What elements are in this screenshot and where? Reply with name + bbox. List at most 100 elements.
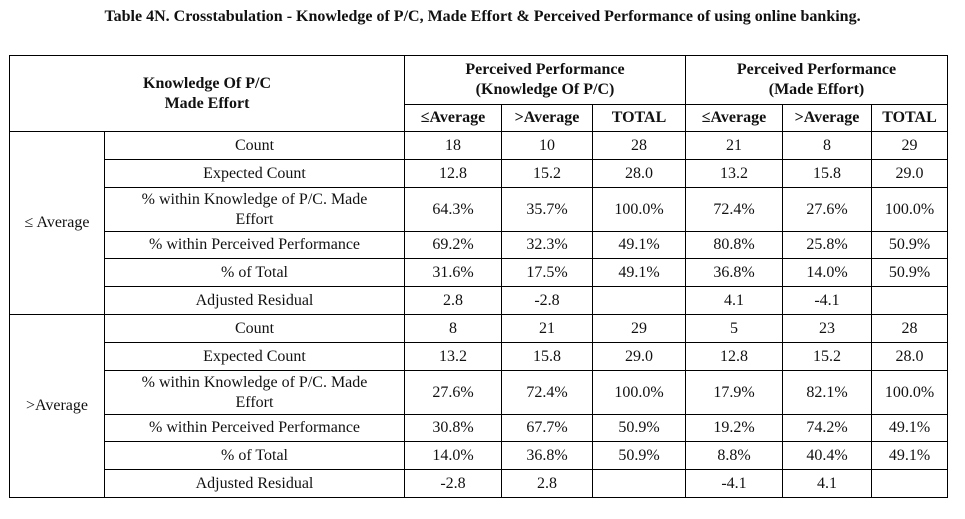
table-cell: 12.8 bbox=[404, 159, 502, 188]
table-cell: 27.6% bbox=[404, 370, 502, 415]
corner-header-line: Made Effort bbox=[164, 94, 250, 112]
table-cell: 13.2 bbox=[685, 159, 783, 188]
table-cell: 74.2% bbox=[782, 414, 872, 442]
table-cell: 36.8% bbox=[685, 258, 783, 287]
row-label-line: Count bbox=[234, 136, 275, 154]
table-cell: 80.8% bbox=[685, 231, 783, 259]
table-row: >Average Count 8 21 29 5 23 28 bbox=[9, 314, 948, 498]
table-cell: 29.0 bbox=[592, 342, 686, 371]
table-cell: 28 bbox=[592, 131, 686, 160]
table-row: % within Knowledge of P/C. Made Effort 64.… bbox=[10, 187, 948, 232]
table-cell: 15.2 bbox=[782, 342, 872, 371]
column-header: >Average bbox=[782, 104, 872, 132]
table-cell: 15.8 bbox=[782, 159, 872, 188]
table-cell: -2.8 bbox=[404, 469, 502, 498]
table-cell: 21 bbox=[501, 314, 593, 343]
table-cell: 72.4% bbox=[685, 187, 783, 232]
table-cell: 18 bbox=[404, 131, 502, 160]
table-cell: 36.8% bbox=[501, 441, 593, 470]
table-cell: 17.5% bbox=[501, 258, 593, 287]
row-label-line: Effort bbox=[235, 210, 274, 228]
table-cell: -2.8 bbox=[501, 286, 593, 315]
table-cell: 49.1% bbox=[592, 258, 686, 287]
row-label: % within Knowledge of P/C. Made Effort bbox=[104, 187, 405, 232]
table-cell: 8 bbox=[404, 314, 502, 343]
table-cell: 28.0 bbox=[871, 342, 948, 371]
table-cell: 4.1 bbox=[782, 469, 872, 498]
row-label: Expected Count bbox=[104, 159, 405, 188]
table-caption: Table 4N. Crosstabulation - Knowledge of… bbox=[104, 8, 861, 25]
header-row-groups: Knowledge Of P/C Made Effort Perceived P… bbox=[9, 55, 948, 132]
table-row: ≤ Average Count 18 10 28 21 8 29 bbox=[9, 131, 948, 315]
table-cell: 69.2% bbox=[404, 231, 502, 259]
table-cell: 49.1% bbox=[871, 414, 948, 442]
table-cell: 21 bbox=[685, 131, 783, 160]
table-cell: 28 bbox=[871, 314, 948, 343]
group-header-line: Perceived Performance bbox=[736, 61, 897, 78]
row-label: % within Perceived Performance bbox=[104, 231, 405, 259]
table-cell: -4.1 bbox=[685, 469, 783, 498]
table-row: % within Perceived Performance 69.2% 32.3%… bbox=[10, 231, 948, 259]
table-cell: 27.6% bbox=[782, 187, 872, 232]
table-cell: 29 bbox=[592, 314, 686, 343]
group-header-line: (Knowledge Of P/C) bbox=[475, 81, 615, 98]
table-cell: 19.2% bbox=[685, 414, 783, 442]
table-cell: 82.1% bbox=[782, 370, 872, 415]
group-header-effort: Perceived Performance (Made Effort) bbox=[685, 55, 948, 105]
table-cell: 12.8 bbox=[685, 342, 783, 371]
table-cell bbox=[871, 469, 948, 498]
header-row-columns: ≤Average >Average TOTAL ≤Average >Averag… bbox=[10, 104, 948, 132]
group-header-knowledge: Perceived Performance (Knowledge Of P/C) bbox=[404, 55, 686, 105]
row-label: % of Total bbox=[104, 258, 405, 287]
table-cell: 15.8 bbox=[501, 342, 593, 371]
table-row: % within Perceived Performance 30.8% 67.7%… bbox=[10, 414, 948, 442]
table-cell: 2.8 bbox=[501, 469, 593, 498]
column-header: ≤Average bbox=[685, 104, 783, 132]
table-cell: 49.1% bbox=[871, 441, 948, 470]
table-cell: 30.8% bbox=[404, 414, 502, 442]
table-cell: 14.0% bbox=[782, 258, 872, 287]
corner-header: Knowledge Of P/C Made Effort bbox=[9, 55, 405, 132]
table-cell: 23 bbox=[782, 314, 872, 343]
table-cell bbox=[592, 469, 686, 498]
row-label-line: % of Total bbox=[220, 263, 288, 281]
table-cell: 17.9% bbox=[685, 370, 783, 415]
table-row: % of Total 14.0% 36.8% 50.9% 8.8% 40.4% 49.1% bbox=[10, 441, 948, 470]
row-label: % within Knowledge of P/C. Made Effort bbox=[104, 370, 405, 415]
row-label-line: % within Knowledge of P/C. Made bbox=[141, 190, 368, 208]
group-label: ≤ Average bbox=[9, 131, 105, 315]
table-row: Expected Count 12.8 15.2 28.0 13.2 15.8 29.0 bbox=[10, 159, 948, 188]
row-label: Adjusted Residual bbox=[104, 286, 405, 315]
table-body: Knowledge Of P/C Made Effort Perceived P… bbox=[9, 55, 948, 498]
table-cell: 32.3% bbox=[501, 231, 593, 259]
group-header-line: (Made Effort) bbox=[768, 81, 865, 98]
table-row: Expected Count 13.2 15.8 29.0 12.8 15.2 28.0 bbox=[10, 342, 948, 371]
table-cell: 29 bbox=[871, 131, 948, 160]
table-cell: 14.0% bbox=[404, 441, 502, 470]
row-label-line: % within Perceived Performance bbox=[148, 419, 361, 436]
row-label: % within Perceived Performance bbox=[104, 414, 405, 442]
group-label: >Average bbox=[9, 314, 105, 498]
row-label: % of Total bbox=[104, 441, 405, 470]
table-cell: 2.8 bbox=[404, 286, 502, 315]
row-label-line: % within Knowledge of P/C. Made bbox=[141, 373, 368, 391]
table-cell: 8 bbox=[782, 131, 872, 160]
row-label-line: Adjusted Residual bbox=[195, 291, 314, 309]
row-label-line: Adjusted Residual bbox=[195, 474, 314, 492]
row-label: Count bbox=[104, 314, 405, 343]
table-cell: -4.1 bbox=[782, 286, 872, 315]
column-header: ≤Average bbox=[404, 104, 502, 132]
table-cell: 100.0% bbox=[592, 187, 686, 232]
row-label-line: % within Perceived Performance bbox=[148, 236, 361, 253]
table-cell: 31.6% bbox=[404, 258, 502, 287]
table-cell: 64.3% bbox=[404, 187, 502, 232]
table-row: % of Total 31.6% 17.5% 49.1% 36.8% 14.0% 50.9% bbox=[10, 258, 948, 287]
table-cell: 28.0 bbox=[592, 159, 686, 188]
row-label: Expected Count bbox=[104, 342, 405, 371]
table-cell: 10 bbox=[501, 131, 593, 160]
group-header-line: Perceived Performance bbox=[465, 61, 625, 78]
table-cell: 8.8% bbox=[685, 441, 783, 470]
row-label-line: Expected Count bbox=[203, 164, 306, 182]
crosstab-table: Knowledge Of P/C Made Effort Perceived P… bbox=[9, 55, 948, 498]
row-label-line: Effort bbox=[235, 393, 274, 411]
